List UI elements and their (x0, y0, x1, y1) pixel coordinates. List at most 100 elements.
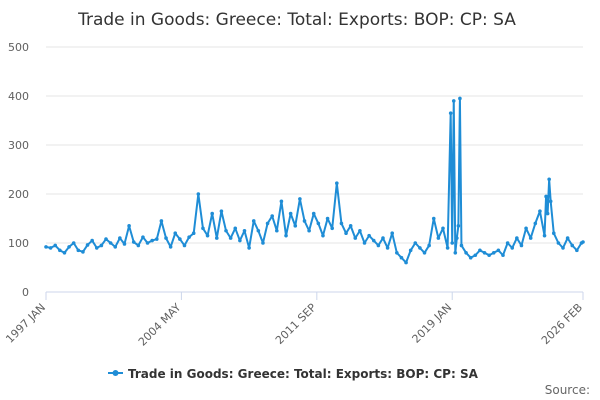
data-point[interactable] (538, 209, 542, 213)
data-point[interactable] (127, 224, 131, 228)
data-point[interactable] (178, 237, 182, 241)
data-point[interactable] (191, 231, 196, 235)
data-point[interactable] (201, 226, 205, 231)
data-point[interactable] (298, 197, 302, 201)
data-point[interactable] (307, 228, 311, 233)
data-point[interactable] (413, 241, 418, 245)
data-point[interactable] (113, 245, 118, 249)
data-point[interactable] (210, 211, 214, 216)
data-point[interactable] (371, 238, 376, 243)
data-point[interactable] (118, 236, 122, 240)
data-point[interactable] (570, 243, 575, 248)
data-point[interactable] (431, 216, 436, 221)
data-point[interactable] (145, 241, 150, 245)
data-point[interactable] (358, 228, 362, 233)
data-point[interactable] (510, 246, 515, 250)
data-point[interactable] (321, 233, 325, 238)
data-point[interactable] (67, 245, 71, 249)
data-point[interactable] (265, 221, 270, 226)
data-point[interactable] (473, 253, 478, 258)
data-point[interactable] (302, 219, 307, 223)
data-point[interactable] (233, 226, 238, 231)
data-point[interactable] (99, 243, 104, 248)
data-point[interactable] (76, 248, 81, 253)
data-point[interactable] (422, 251, 427, 255)
data-point[interactable] (164, 236, 168, 240)
data-point[interactable] (445, 246, 450, 250)
data-point[interactable] (459, 243, 464, 248)
data-point[interactable] (94, 246, 99, 250)
data-point[interactable] (505, 241, 510, 245)
data-point[interactable] (441, 226, 445, 231)
data-point[interactable] (53, 243, 58, 248)
data-point[interactable] (214, 236, 219, 240)
data-point[interactable] (548, 199, 553, 204)
data-point[interactable] (270, 214, 274, 218)
data-point[interactable] (168, 245, 173, 249)
data-point[interactable] (362, 241, 367, 245)
data-point[interactable] (131, 240, 136, 244)
legend[interactable]: Trade in Goods: Greece: Total: Exports: … (108, 367, 479, 381)
data-point[interactable] (182, 243, 187, 248)
data-point[interactable] (381, 236, 385, 240)
data-point[interactable] (159, 219, 164, 223)
data-point[interactable] (519, 243, 524, 248)
data-point[interactable] (275, 228, 279, 233)
data-point[interactable] (228, 236, 233, 240)
data-point[interactable] (108, 241, 113, 245)
data-point[interactable] (390, 231, 395, 235)
data-point[interactable] (478, 248, 482, 253)
data-point[interactable] (335, 181, 339, 186)
data-point[interactable] (547, 177, 551, 182)
data-point[interactable] (427, 243, 431, 248)
data-point[interactable] (261, 241, 265, 245)
data-point[interactable] (279, 199, 284, 204)
data-point[interactable] (330, 226, 334, 231)
data-point[interactable] (251, 219, 256, 223)
data-point[interactable] (404, 260, 408, 265)
data-point[interactable] (533, 221, 538, 226)
data-point[interactable] (545, 211, 550, 216)
data-point[interactable] (141, 235, 145, 239)
data-point[interactable] (451, 99, 456, 103)
data-point[interactable] (581, 240, 585, 244)
data-point[interactable] (90, 238, 94, 243)
data-point[interactable] (515, 236, 519, 240)
data-point[interactable] (316, 221, 321, 226)
data-point[interactable] (487, 253, 491, 258)
data-point[interactable] (48, 246, 53, 250)
data-point[interactable] (85, 243, 90, 247)
data-point[interactable] (81, 250, 85, 254)
data-point[interactable] (482, 251, 487, 255)
data-point[interactable] (187, 235, 191, 239)
data-point[interactable] (242, 228, 247, 233)
data-point[interactable] (367, 233, 371, 238)
data-point[interactable] (348, 224, 353, 228)
data-point[interactable] (339, 221, 344, 226)
data-point[interactable] (468, 255, 473, 260)
data-point[interactable] (173, 231, 178, 235)
data-point[interactable] (344, 231, 348, 235)
data-point[interactable] (542, 233, 547, 238)
data-point[interactable] (544, 194, 548, 199)
data-point[interactable] (561, 246, 565, 250)
data-point[interactable] (205, 233, 210, 238)
data-point[interactable] (136, 243, 141, 248)
data-point[interactable] (408, 248, 413, 253)
data-point[interactable] (196, 192, 201, 196)
data-point[interactable] (528, 236, 533, 240)
data-point[interactable] (376, 243, 381, 248)
data-point[interactable] (436, 236, 441, 240)
data-point[interactable] (399, 255, 404, 260)
data-point[interactable] (556, 241, 561, 245)
data-point[interactable] (284, 233, 288, 238)
data-point[interactable] (311, 211, 316, 216)
data-point[interactable] (496, 248, 501, 253)
credits[interactable]: Source: (545, 383, 590, 397)
data-point[interactable] (44, 245, 48, 249)
data-point[interactable] (238, 238, 242, 243)
data-point[interactable] (104, 237, 108, 241)
data-point[interactable] (524, 226, 528, 231)
data-point[interactable] (58, 248, 62, 253)
data-point[interactable] (122, 242, 127, 246)
